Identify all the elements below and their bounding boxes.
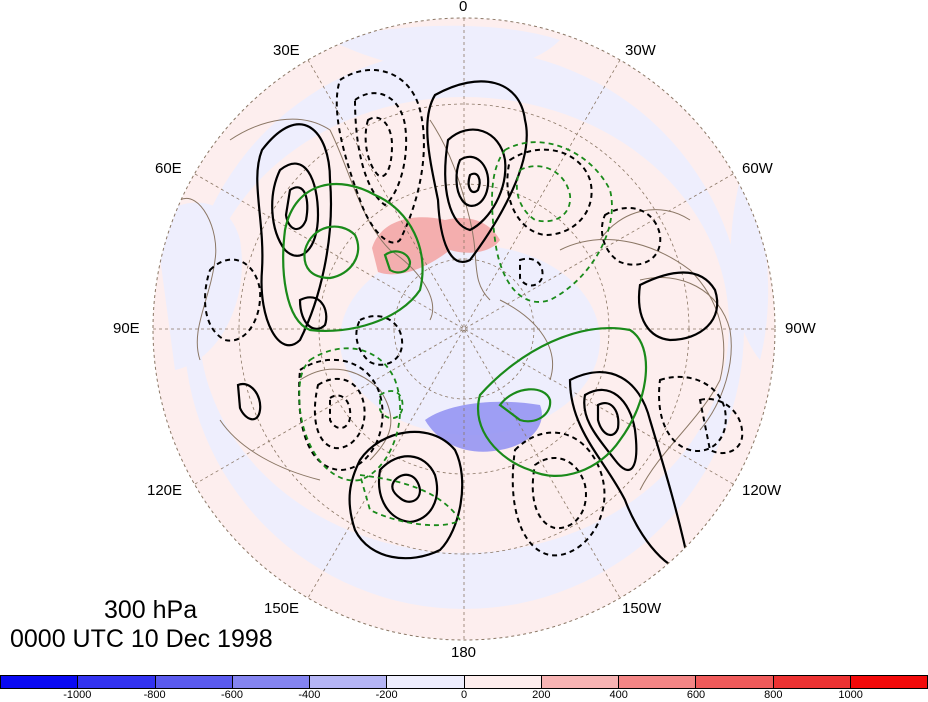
- colorbar-swatch: [78, 676, 156, 688]
- globe-outline: [152, 17, 776, 641]
- green-dashed-contours: [298, 141, 613, 527]
- colorbar-swatch: [310, 676, 388, 688]
- pressure-level-title: 300 hPa: [104, 596, 198, 624]
- lon-label-120e: 120E: [147, 482, 183, 499]
- colorbar-tick-label: 0: [460, 689, 468, 701]
- lon-label-150e: 150E: [264, 600, 300, 617]
- colorbar-swatch: [850, 676, 927, 688]
- colorbar-swatch: [696, 676, 774, 688]
- colorbar-swatch: [773, 676, 851, 688]
- colorbar-swatch: [232, 676, 310, 688]
- colorbar-swatch: [541, 676, 619, 688]
- lon-label-60e: 60E: [155, 160, 182, 177]
- colorbar-swatch: [464, 676, 542, 688]
- colorbar-tick-label: 1000: [838, 689, 863, 701]
- colorbar-tick-label: 600: [686, 689, 706, 701]
- colorbar-swatch: [155, 676, 233, 688]
- colorbar-tick-label: -200: [375, 689, 398, 701]
- lon-label-180: 180: [451, 644, 477, 661]
- background-blue-patch-east: [155, 202, 242, 370]
- colorbar-tick-label: -400: [298, 689, 321, 701]
- lon-label-90w: 90W: [785, 320, 816, 337]
- negative-contours: [204, 69, 744, 557]
- lon-label-30e: 30E: [273, 42, 300, 59]
- coastlines: [179, 118, 732, 491]
- colorbar-tick-label: 200: [532, 689, 551, 701]
- colorbar-tick-label: 400: [609, 689, 628, 701]
- lon-label-30w: 30W: [625, 42, 656, 59]
- background-blue-top: [330, 25, 560, 72]
- colorbar-tick-label: 800: [764, 689, 783, 701]
- datetime-title: 0000 UTC 10 Dec 1998: [10, 625, 273, 653]
- lon-label-120w: 120W: [742, 482, 782, 499]
- colorbar-tick-label: -800: [143, 689, 166, 701]
- colorbar-tick-label: -600: [220, 689, 244, 701]
- green-contours: [282, 182, 648, 477]
- lon-label-60w: 60W: [742, 160, 773, 177]
- colorbar-swatch: [1, 676, 79, 688]
- lon-label-0: 0: [459, 0, 468, 15]
- lon-label-90e: 90E: [113, 320, 140, 337]
- colorbar: [0, 675, 928, 689]
- colorbar-tick-label: -1000: [63, 689, 92, 701]
- lon-label-150w: 150W: [622, 600, 662, 617]
- colorbar-swatch: [619, 676, 697, 688]
- colorbar-swatch: [387, 676, 465, 688]
- background-inner-blue: [340, 245, 600, 435]
